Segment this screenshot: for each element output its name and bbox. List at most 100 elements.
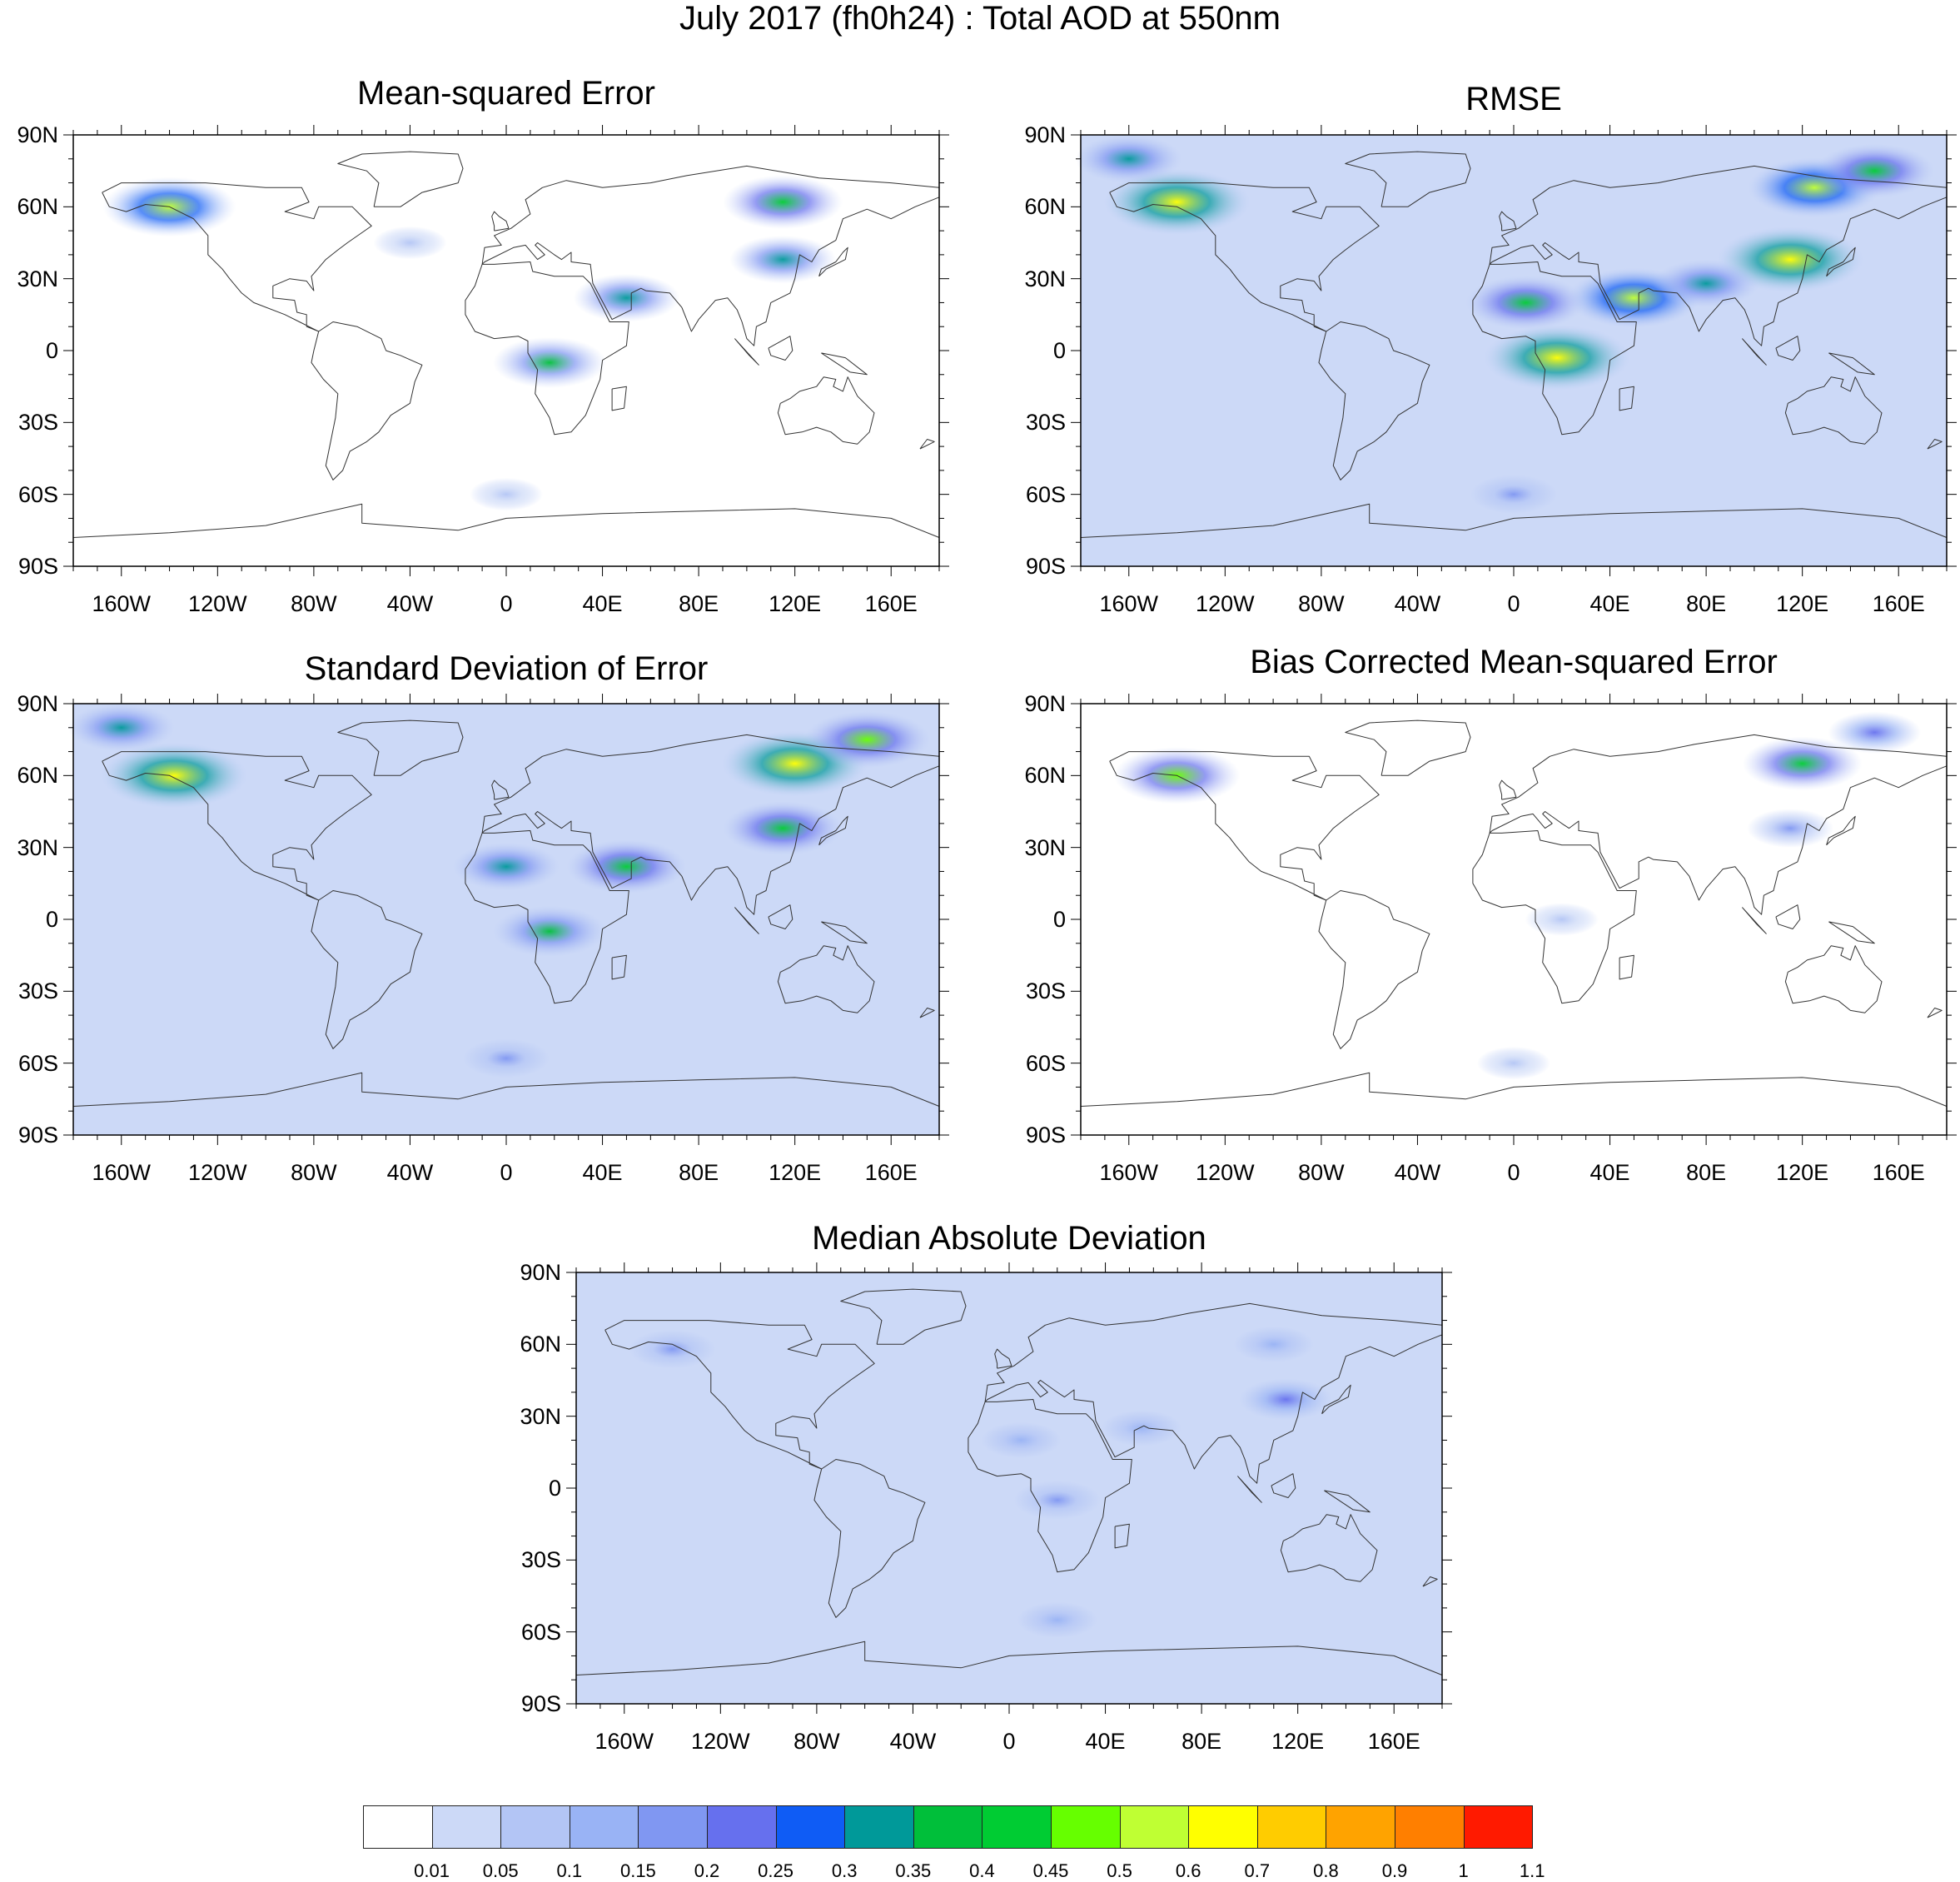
aod-hotspot	[493, 905, 606, 957]
lat-tick-label: 30S	[17, 978, 58, 1004]
lon-tick-label: 120E	[769, 1160, 822, 1185]
lon-tick-label: 40W	[1394, 591, 1441, 616]
panel-median-absolute-deviation: Median Absolute Deviation 90N 60N 30N 0 30S 6…	[520, 1220, 1452, 1754]
aod-hotspot	[1239, 1378, 1333, 1421]
lat-tick-label: 90S	[520, 1691, 561, 1716]
lon-tick-label: 80E	[1686, 1160, 1727, 1185]
colorbar-label: 0.8	[1313, 1860, 1339, 1881]
coastline	[840, 1288, 967, 1345]
coastline	[1489, 734, 1948, 915]
lat-tick-label: 30S	[17, 410, 58, 436]
colorbar-label: 0.6	[1175, 1860, 1201, 1881]
coastline	[311, 890, 423, 1049]
aod-hotspot	[803, 710, 931, 769]
coastline	[1742, 907, 1767, 934]
map-plot	[63, 694, 949, 1145]
colorbar-box	[638, 1805, 708, 1849]
map-plot	[1071, 694, 1957, 1145]
colorbar-label: 0.15	[619, 1860, 656, 1881]
lat-tick-label: 90S	[1025, 554, 1066, 579]
coastline	[1109, 751, 1380, 901]
aod-hotspot	[67, 703, 175, 752]
lon-tick-label: 160W	[92, 1160, 152, 1185]
aod-hotspot	[1465, 276, 1586, 330]
coastline	[1345, 719, 1471, 776]
aod-hotspot	[1747, 809, 1834, 849]
coastline	[1318, 890, 1430, 1049]
lon-tick-label: 80E	[679, 591, 719, 616]
lat-tick-label: 30S	[1025, 410, 1066, 436]
coastline	[1826, 815, 1856, 846]
lon-tick-label: 120W	[1196, 1160, 1255, 1185]
colorbar-label: 1	[1458, 1860, 1469, 1881]
panel-standard-deviation: Standard Deviation of Error 90N 60N 30N 0 30…	[17, 650, 949, 1185]
coastline	[1237, 1476, 1262, 1503]
aod-hotspot	[1013, 1480, 1101, 1520]
lat-tick-label: 0	[1052, 338, 1066, 363]
lat-tick-label: 90N	[1024, 122, 1066, 147]
colorbar-label: 0.7	[1244, 1860, 1271, 1881]
coastline	[1324, 1490, 1371, 1513]
lon-tick-label: 120W	[188, 591, 247, 616]
coastline	[1114, 1523, 1130, 1549]
lon-tick-label: 40E	[1589, 591, 1630, 616]
lat-tick-label: 60S	[17, 481, 58, 507]
coastline	[465, 261, 629, 436]
lon-tick-label: 80W	[793, 1729, 840, 1754]
coastline	[1489, 165, 1948, 346]
coastline	[1321, 1384, 1351, 1415]
aod-hotspot	[729, 235, 837, 284]
aod-hotspot	[1828, 711, 1922, 754]
coastline	[1619, 386, 1634, 411]
panel-rmse: RMSE 90N 60N 30N 0 30S 60S 90S 160W 120W 80W 40W 0 4…	[1024, 81, 1957, 616]
lon-tick-label: 40W	[386, 1160, 434, 1185]
coastline	[1280, 1514, 1378, 1582]
lon-tick-label: 120E	[769, 591, 822, 616]
lat-tick-label: 30N	[17, 266, 58, 291]
coastline	[72, 503, 940, 538]
coastline	[821, 921, 868, 944]
coastline	[575, 1641, 1443, 1675]
aod-hotspot	[453, 842, 560, 891]
lon-tick-label: 120W	[188, 1160, 247, 1185]
lat-tick-label: 60N	[17, 763, 58, 789]
panel-title: Bias Corrected Mean-squared Error	[1250, 644, 1778, 680]
panel-title: Median Absolute Deviation	[812, 1220, 1206, 1257]
lon-tick-label: 80E	[1181, 1729, 1222, 1754]
coastline	[491, 779, 510, 800]
panel-title: RMSE	[1465, 81, 1562, 117]
coastline	[102, 751, 372, 901]
lat-tick-label: 0	[45, 338, 58, 363]
colorbar-label: 1.1	[1519, 1860, 1545, 1881]
lon-tick-label: 160E	[1872, 591, 1925, 616]
coastline	[1422, 1576, 1438, 1587]
coastline	[1775, 904, 1801, 929]
colorbar-box	[363, 1805, 433, 1849]
aod-hotspot	[470, 477, 543, 511]
lon-tick-label: 120E	[1776, 591, 1829, 616]
lat-tick-label: 90S	[17, 554, 58, 579]
map-plot	[63, 125, 949, 576]
lon-tick-label: 160E	[864, 1160, 918, 1185]
coastline	[768, 904, 793, 929]
coastline	[1472, 830, 1637, 1004]
colorbar-box	[1256, 1805, 1327, 1849]
aod-hotspot	[566, 839, 687, 894]
lat-tick-label: 60N	[1024, 763, 1066, 789]
lon-tick-label: 80W	[1298, 591, 1345, 616]
lon-tick-label: 40E	[582, 591, 623, 616]
lat-tick-label: 30N	[1024, 834, 1066, 860]
aod-hotspot	[373, 226, 447, 260]
aod-hotspot	[1233, 1326, 1314, 1362]
aod-hotspot	[629, 1329, 716, 1369]
lat-tick-label: 60N	[1024, 194, 1066, 220]
colorbar-label: 0.1	[556, 1860, 583, 1881]
lat-tick-label: 90N	[1024, 691, 1066, 716]
aod-hotspot	[1484, 325, 1630, 391]
lon-tick-label: 160W	[1099, 591, 1159, 616]
colorbar-box	[982, 1805, 1052, 1849]
panel-title: Standard Deviation of Error	[304, 650, 709, 687]
aod-hotspot	[1075, 134, 1182, 183]
lat-tick-label: 30N	[520, 1403, 561, 1429]
coastline	[994, 1348, 1012, 1369]
